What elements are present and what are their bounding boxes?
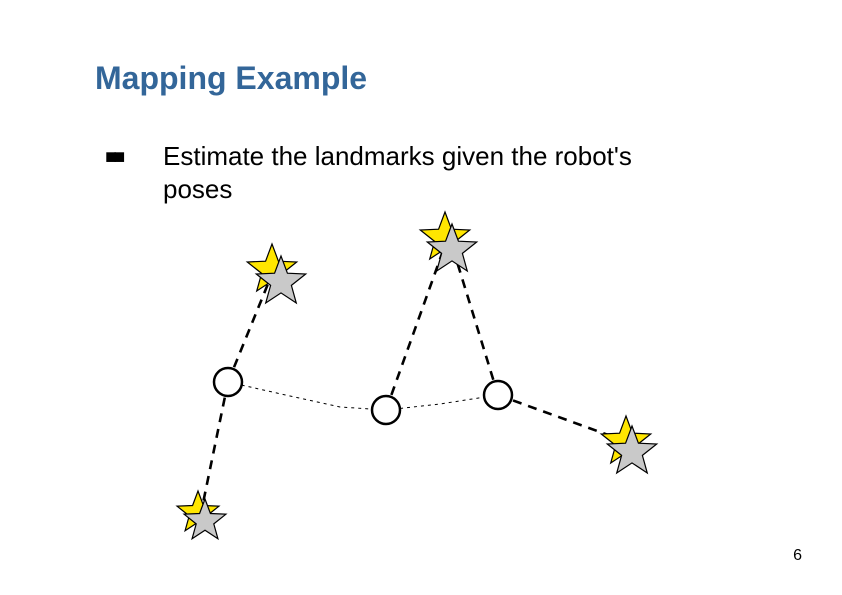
page-number: 6: [793, 547, 802, 565]
mapping-diagram: [0, 0, 842, 595]
slide: Mapping Example ■■ Estimate the landmark…: [0, 0, 842, 595]
